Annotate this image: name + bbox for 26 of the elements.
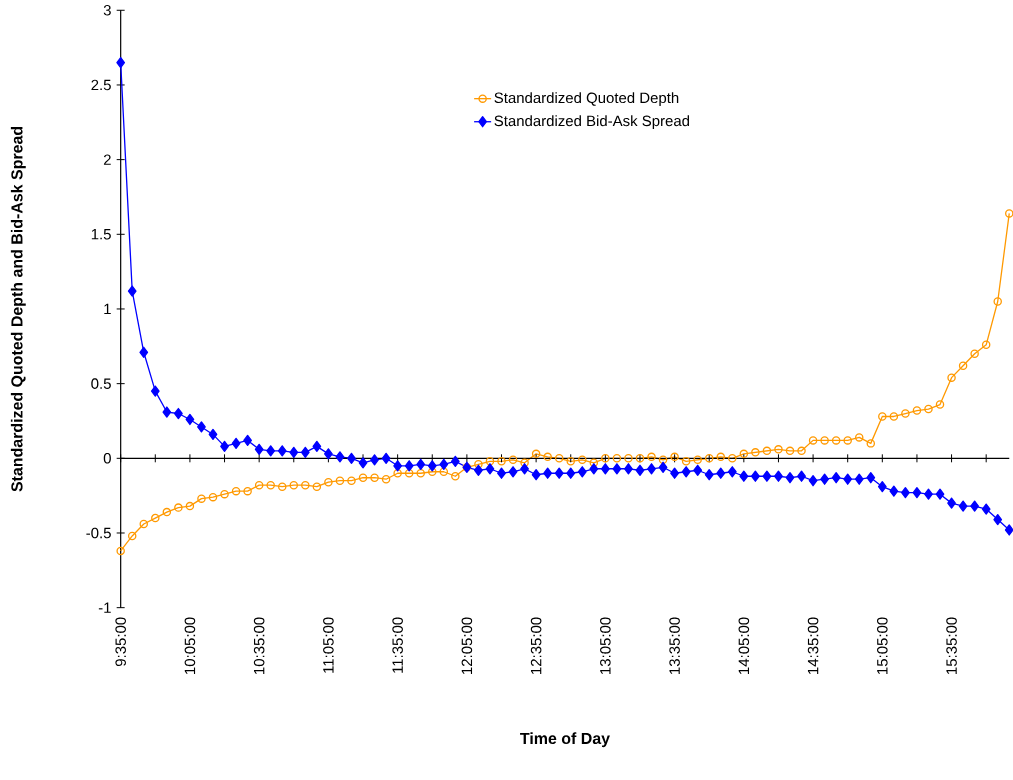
y-tick-label: 1.5 (91, 228, 111, 240)
legend-label: Standardized Bid-Ask Spread (494, 115, 690, 130)
x-tick-label: 15:35:00 (946, 617, 957, 674)
x-tick-label: 13:05:00 (600, 617, 611, 674)
y-tick-label: 1 (104, 303, 111, 315)
y-tick-label: 2 (103, 154, 111, 165)
x-tick-label: 12:05:00 (461, 617, 473, 674)
x-tick-label: 10:35:00 (253, 617, 265, 674)
y-tick-label: 2.5 (91, 79, 111, 91)
x-axis-title: Time of Day (520, 732, 610, 748)
y-tick-label: -1 (98, 602, 111, 613)
y-tick-label: -0.5 (86, 527, 111, 539)
x-tick-label: 11:05:00 (323, 617, 334, 673)
legend-label: Standardized Quoted Depth (494, 92, 679, 106)
x-tick-label: 14:35:00 (807, 617, 819, 674)
x-tick-label: 14:05:00 (738, 617, 750, 674)
x-tick-label: 10:05:00 (184, 617, 196, 674)
x-tick-label: 13:35:00 (669, 617, 680, 674)
x-tick-label: 15:05:00 (877, 617, 888, 674)
x-tick-label: 12:35:00 (530, 617, 542, 674)
x-tick-label: 11:35:00 (392, 617, 403, 673)
x-tick-label: 9:35:00 (115, 617, 126, 666)
y-tick-label: 0 (103, 452, 111, 464)
y-tick-label: 3 (103, 4, 111, 16)
y-axis-title: Standardized Quoted Depth and Bid-Ask Spread (10, 126, 26, 492)
y-tick-label: 0.5 (91, 378, 111, 389)
